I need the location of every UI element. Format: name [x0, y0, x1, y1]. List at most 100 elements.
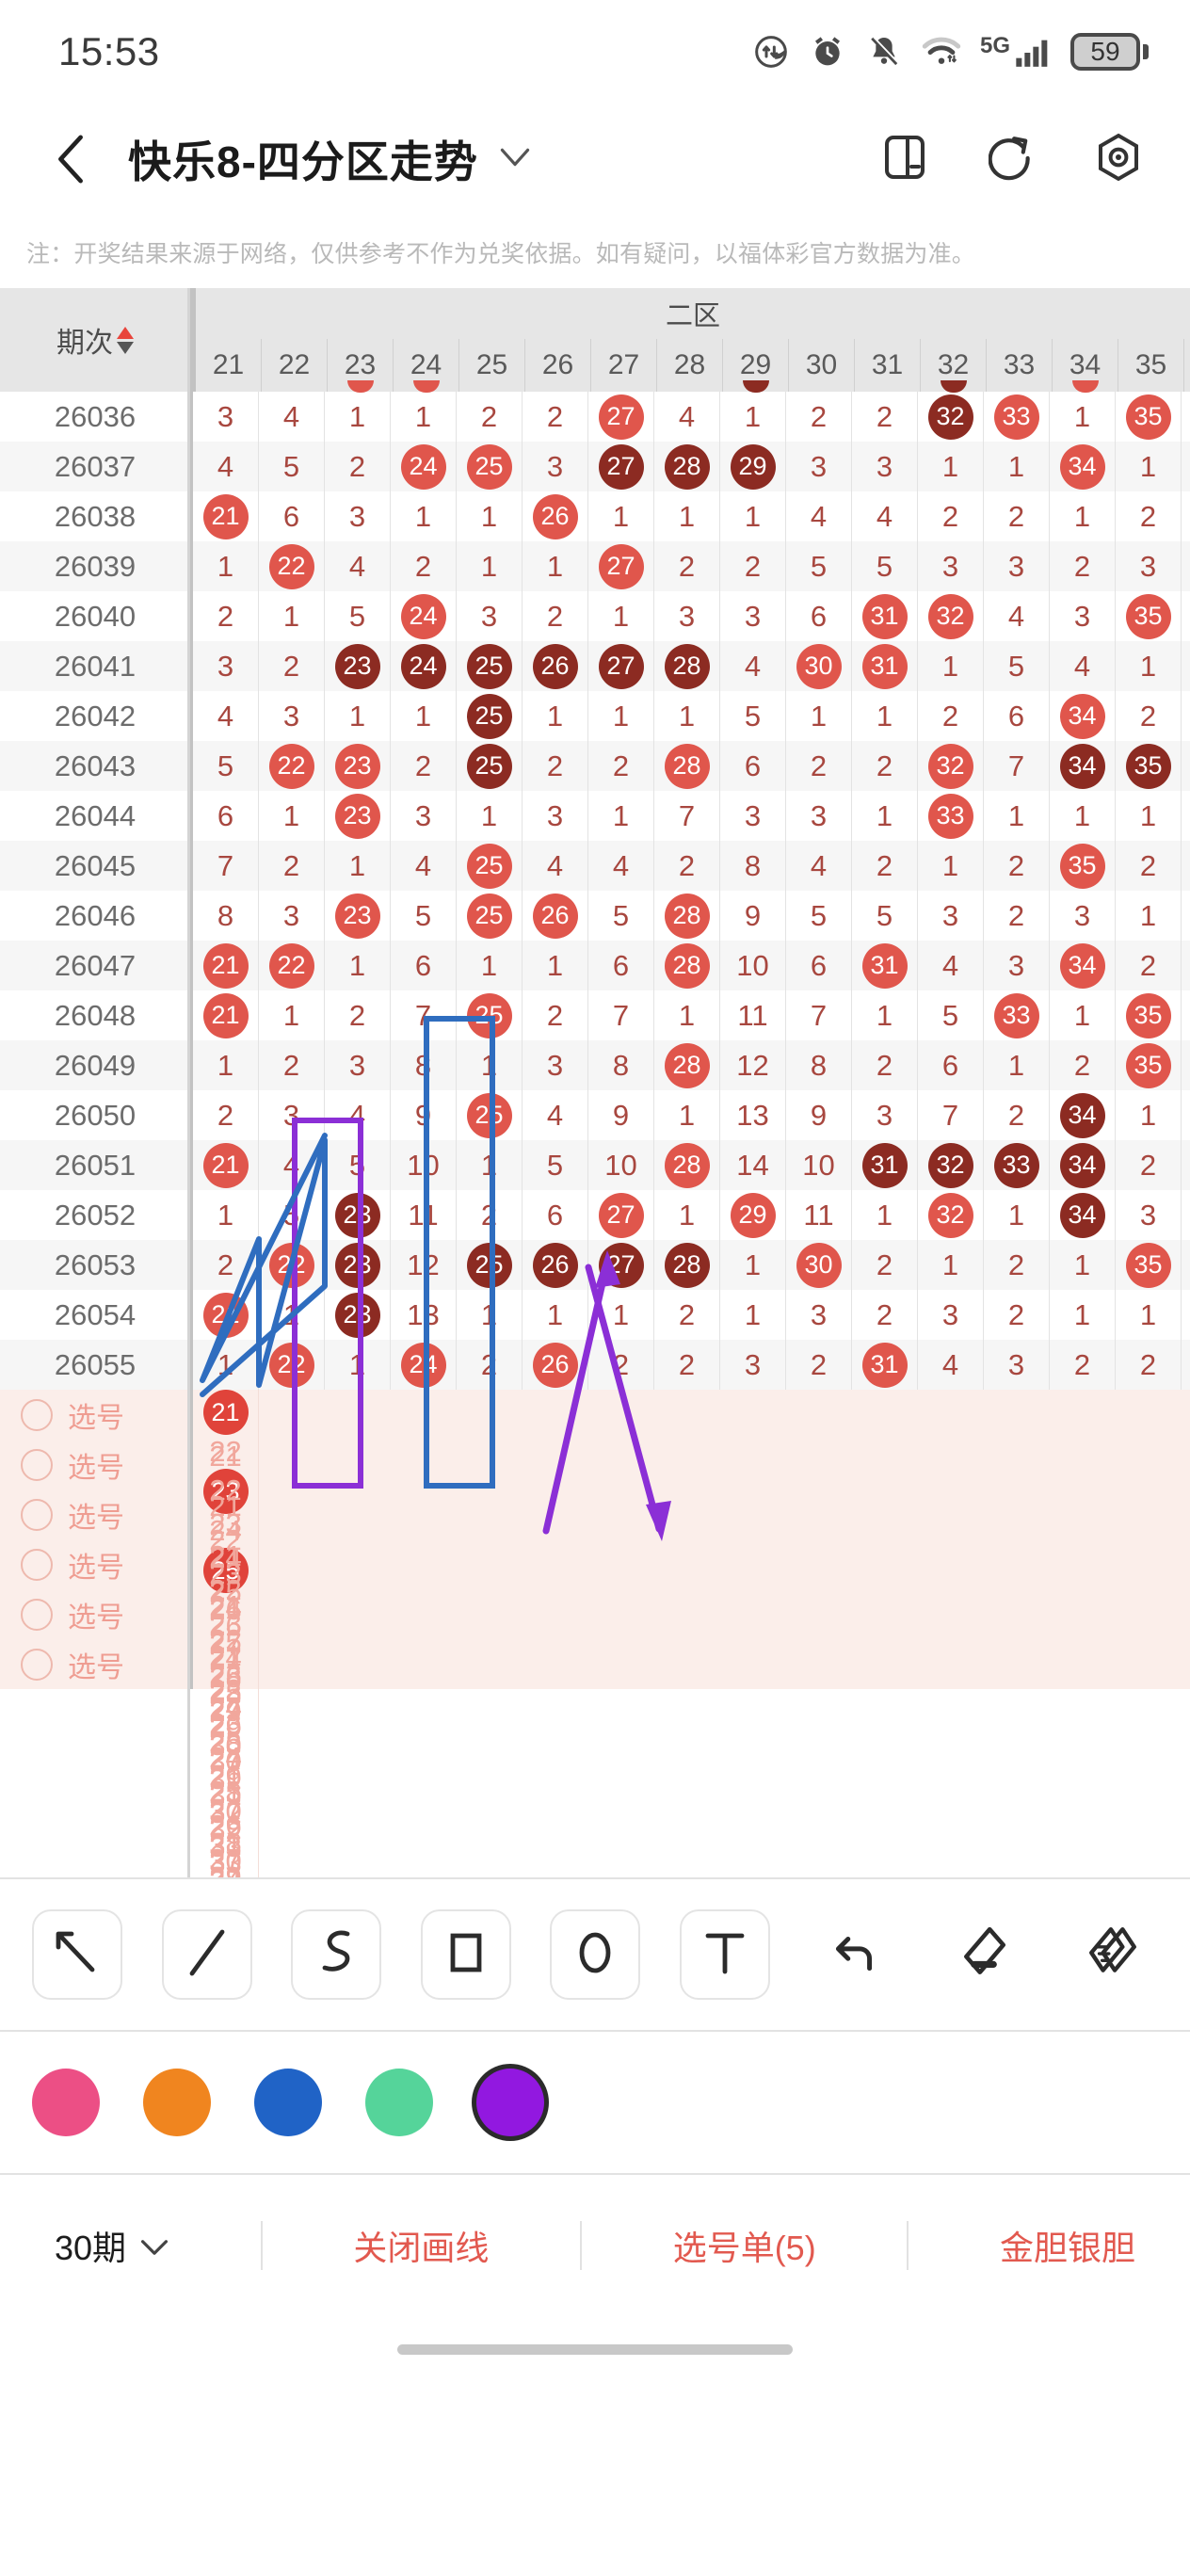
- number-cell-27[interactable]: 4: [588, 841, 654, 891]
- number-cell-32[interactable]: 1: [918, 442, 984, 491]
- number-cell-23[interactable]: 2: [325, 442, 391, 491]
- number-cell-27[interactable]: 27: [588, 541, 654, 591]
- pick-cell-23[interactable]: 23: [193, 1557, 259, 1591]
- number-cell-25[interactable]: 1: [457, 791, 523, 841]
- pick-cell-24[interactable]: 24: [193, 1741, 259, 1775]
- number-cell-26[interactable]: 3: [523, 791, 588, 841]
- pick-cell-31[interactable]: 31: [193, 1779, 259, 1812]
- number-cell-28[interactable]: 1: [654, 1190, 720, 1240]
- number-cell-24[interactable]: 6: [391, 941, 457, 990]
- number-cell-35[interactable]: 2: [1116, 941, 1182, 990]
- number-cell-33[interactable]: 3: [984, 541, 1050, 591]
- column-header-23[interactable]: 23: [328, 339, 394, 393]
- number-cell-21[interactable]: 4: [193, 442, 259, 491]
- number-cell-33[interactable]: 7: [984, 741, 1050, 791]
- number-cell-25[interactable]: 25: [457, 1090, 523, 1140]
- number-cell-36[interactable]: 1: [1182, 591, 1190, 641]
- number-cell-36[interactable]: 1: [1182, 791, 1190, 841]
- number-cell-34[interactable]: 34: [1050, 1190, 1116, 1240]
- number-cell-31[interactable]: 31: [852, 1140, 918, 1190]
- number-cell-29[interactable]: 5: [720, 691, 786, 741]
- number-cell-25[interactable]: 25: [457, 442, 523, 491]
- number-cell-25[interactable]: 25: [457, 741, 523, 791]
- number-cell-30[interactable]: 30: [786, 1240, 852, 1290]
- number-cell-35[interactable]: 1: [1116, 1090, 1182, 1140]
- number-cell-25[interactable]: 1: [457, 491, 523, 541]
- pick-cell-23[interactable]: 23: [193, 1657, 259, 1691]
- color-swatch-green[interactable]: [365, 2069, 433, 2136]
- number-cell-25[interactable]: 1: [457, 1140, 523, 1190]
- pick-list-button[interactable]: 选号单(5): [672, 2229, 816, 2267]
- number-cell-29[interactable]: 14: [720, 1140, 786, 1190]
- number-cell-25[interactable]: 25: [457, 841, 523, 891]
- ellipse-tool[interactable]: [550, 1909, 640, 2000]
- number-cell-24[interactable]: 3: [391, 791, 457, 841]
- number-cell-23[interactable]: 5: [325, 1140, 391, 1190]
- number-cell-27[interactable]: 1: [588, 591, 654, 641]
- pick-cell-24[interactable]: 24: [193, 1591, 259, 1625]
- number-cell-27[interactable]: 7: [588, 990, 654, 1040]
- number-cell-31[interactable]: 1: [852, 791, 918, 841]
- number-cell-22[interactable]: 1: [259, 990, 325, 1040]
- number-cell-30[interactable]: 8: [786, 1040, 852, 1090]
- pick-row-radio[interactable]: [21, 1598, 53, 1631]
- number-cell-34[interactable]: 34: [1050, 691, 1116, 741]
- number-cell-29[interactable]: 1: [720, 1290, 786, 1340]
- pick-cell-21[interactable]: 21: [193, 1539, 259, 1573]
- number-cell-34[interactable]: 4: [1050, 641, 1116, 691]
- number-cell-29[interactable]: 3: [720, 791, 786, 841]
- number-cell-32[interactable]: 1: [918, 1240, 984, 1290]
- number-cell-25[interactable]: 2: [457, 1340, 523, 1390]
- number-cell-23[interactable]: 3: [325, 1040, 391, 1090]
- number-cell-36[interactable]: 3: [1182, 691, 1190, 741]
- number-cell-26[interactable]: 2: [523, 392, 588, 442]
- column-header-25[interactable]: 25: [459, 339, 525, 392]
- number-cell-34[interactable]: 1: [1050, 491, 1116, 541]
- number-cell-25[interactable]: 1: [457, 1290, 523, 1340]
- number-cell-35[interactable]: 3: [1116, 1190, 1182, 1240]
- number-cell-22[interactable]: 5: [259, 1190, 325, 1240]
- number-cell-26[interactable]: 26: [523, 891, 588, 941]
- number-cell-29[interactable]: 12: [720, 1040, 786, 1090]
- column-header-28[interactable]: 28: [657, 339, 723, 392]
- pick-cell-29[interactable]: 29: [193, 1695, 259, 1729]
- number-cell-26[interactable]: 2: [523, 591, 588, 641]
- number-cell-24[interactable]: 13: [391, 1290, 457, 1340]
- pick-cell-30[interactable]: 30: [193, 1745, 259, 1779]
- column-header-33[interactable]: 33: [987, 339, 1053, 392]
- number-cell-26[interactable]: 4: [523, 841, 588, 891]
- number-cell-22[interactable]: 2: [259, 1040, 325, 1090]
- number-cell-35[interactable]: 35: [1116, 591, 1182, 641]
- column-header-35[interactable]: 35: [1118, 339, 1184, 392]
- number-cell-24[interactable]: 11: [391, 1190, 457, 1240]
- number-cell-27[interactable]: 8: [588, 1040, 654, 1090]
- number-cell-23[interactable]: 23: [325, 1290, 391, 1340]
- number-cell-28[interactable]: 28: [654, 1140, 720, 1190]
- number-cell-28[interactable]: 28: [654, 941, 720, 990]
- column-header-21[interactable]: 21: [196, 339, 262, 392]
- number-cell-31[interactable]: 31: [852, 1340, 918, 1390]
- number-cell-32[interactable]: 7: [918, 1090, 984, 1140]
- number-cell-36[interactable]: 36: [1182, 491, 1190, 541]
- number-cell-34[interactable]: 34: [1050, 1090, 1116, 1140]
- number-cell-27[interactable]: 1: [588, 691, 654, 741]
- number-cell-30[interactable]: 3: [786, 442, 852, 491]
- number-cell-29[interactable]: 29: [720, 1190, 786, 1240]
- number-cell-30[interactable]: 10: [786, 1140, 852, 1190]
- number-cell-36[interactable]: 36: [1182, 741, 1190, 791]
- number-cell-26[interactable]: 3: [523, 442, 588, 491]
- number-cell-35[interactable]: 3: [1116, 541, 1182, 591]
- column-header-30[interactable]: 30: [789, 339, 855, 392]
- number-cell-25[interactable]: 1: [457, 941, 523, 990]
- number-cell-30[interactable]: 7: [786, 990, 852, 1040]
- number-cell-30[interactable]: 11: [786, 1190, 852, 1240]
- number-cell-23[interactable]: 23: [325, 791, 391, 841]
- pick-cell-21[interactable]: 21: [193, 1489, 259, 1523]
- number-cell-26[interactable]: 26: [523, 491, 588, 541]
- number-cell-30[interactable]: 30: [786, 641, 852, 691]
- number-cell-22[interactable]: 1: [259, 1290, 325, 1340]
- pick-cell-22[interactable]: 22: [193, 1523, 259, 1557]
- number-cell-35[interactable]: 2: [1116, 841, 1182, 891]
- number-cell-23[interactable]: 4: [325, 1090, 391, 1140]
- number-cell-24[interactable]: 1: [391, 491, 457, 541]
